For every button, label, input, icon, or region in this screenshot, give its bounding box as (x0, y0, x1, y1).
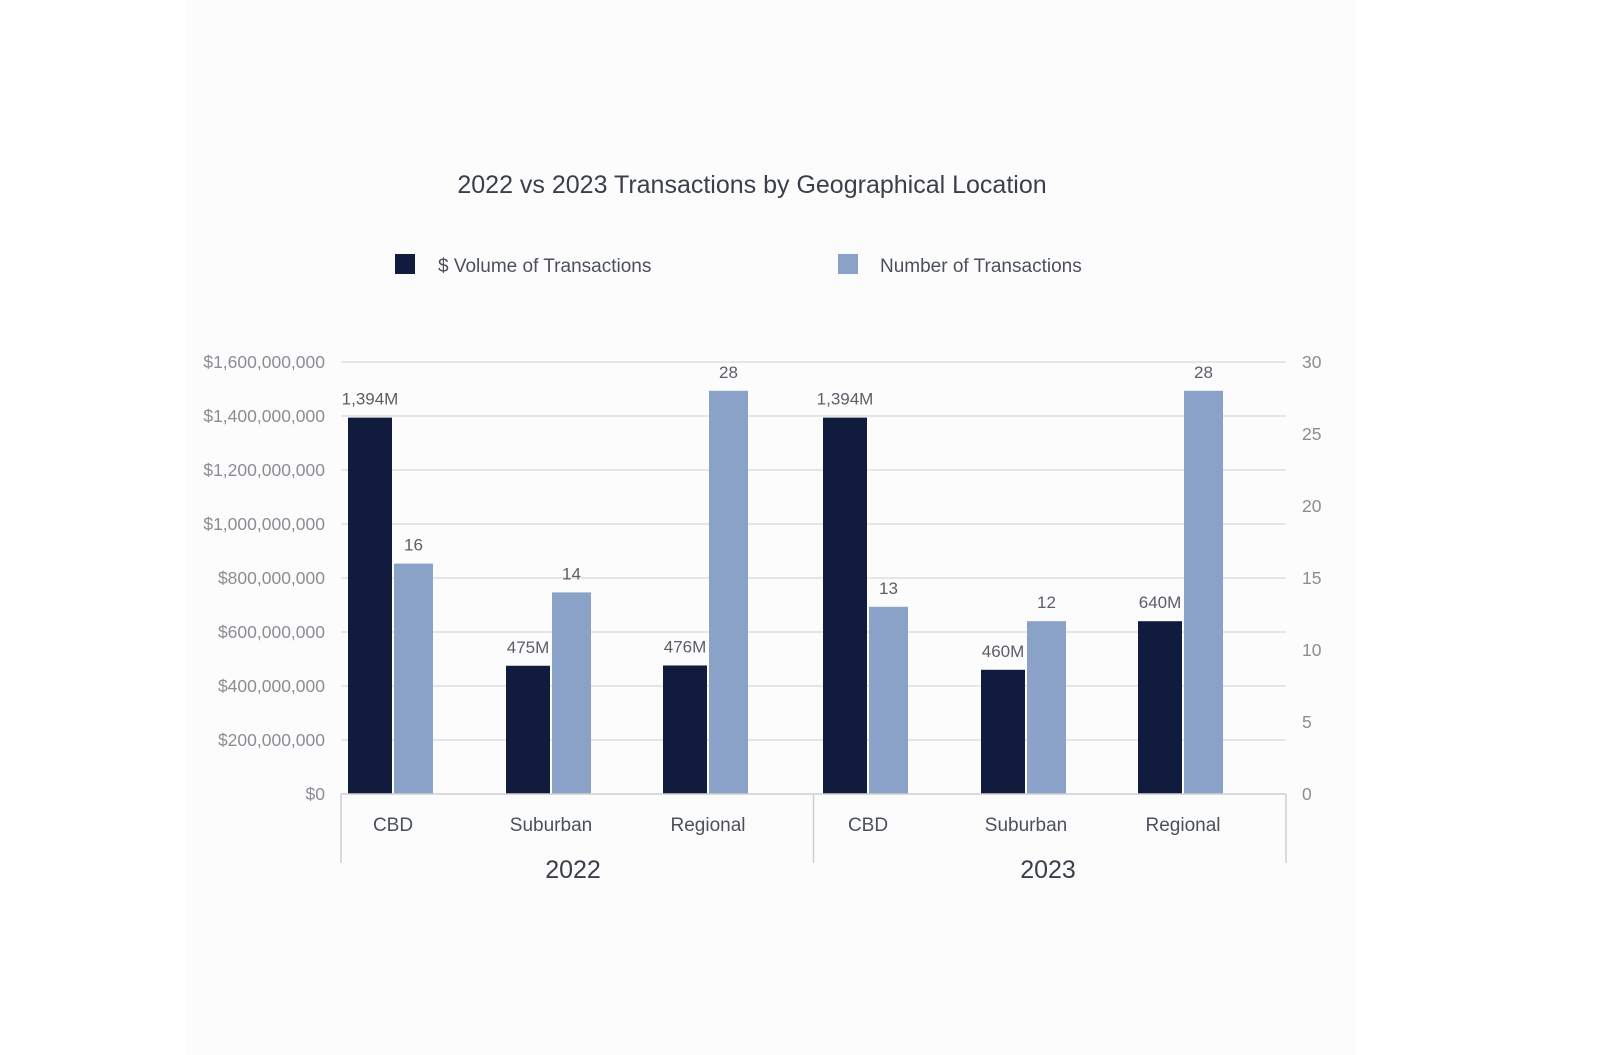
bar-count (552, 592, 591, 794)
data-label-count: 16 (404, 536, 423, 555)
y-left-tick-label: $1,600,000,000 (203, 352, 325, 372)
bar-volume (1138, 621, 1182, 794)
bar-volume (348, 417, 392, 794)
y-left-tick-label: $800,000,000 (218, 568, 325, 588)
y-right-tick-label: 15 (1302, 568, 1321, 588)
bar-count (709, 390, 748, 794)
y-left-tick-label: $1,200,000,000 (203, 460, 325, 480)
legend-swatch-volume (395, 254, 415, 274)
x-axis: CBD Suburban Regional 2022 CBD Suburban Region… (340, 793, 1287, 884)
x-group-label: 2022 (545, 856, 601, 884)
bar-volume (981, 669, 1025, 794)
x-category-label: Regional (1146, 815, 1221, 836)
data-label-count: 28 (719, 363, 738, 382)
data-label-volume: 475M (507, 638, 550, 657)
data-label-volume: 460M (982, 642, 1025, 661)
x-category-label: Regional (671, 815, 746, 836)
gridlines (341, 361, 1286, 741)
x-category-label: Suburban (985, 815, 1067, 836)
y-left-tick-label: $1,400,000,000 (203, 406, 325, 426)
legend-label-count: Number of Transactions (880, 256, 1082, 277)
data-label-volume: 1,394M (342, 390, 399, 409)
data-label-volume: 640M (1139, 593, 1182, 612)
legend-swatch-count (838, 254, 858, 274)
data-label-count: 14 (562, 564, 581, 583)
bars (348, 390, 1223, 794)
y-right-tick-label: 25 (1302, 424, 1321, 444)
data-labels: 1,394M 16 475M 14 476M 28 1,394M 13 460M 12 640M 28 (342, 363, 1213, 661)
bar-volume (823, 417, 867, 794)
data-label-volume: 1,394M (817, 390, 874, 409)
chart-title: 2022 vs 2023 Transactions by Geographica… (457, 171, 1046, 199)
x-category-label: CBD (848, 815, 888, 836)
y-left-tick-label: $600,000,000 (218, 622, 325, 642)
y-left-tick-label: $1,000,000,000 (203, 514, 325, 534)
bar-count (394, 563, 433, 794)
legend-label-volume: $ Volume of Transactions (438, 256, 651, 277)
bar-volume (506, 665, 550, 794)
y-right-tick-label: 10 (1302, 640, 1322, 660)
x-group-label: 2023 (1020, 856, 1076, 884)
x-category-label: CBD (373, 815, 413, 836)
y-right-tick-label: 5 (1302, 712, 1312, 732)
data-label-volume: 476M (664, 637, 707, 656)
y-right-tick-label: 30 (1302, 352, 1322, 372)
bar-count (1027, 621, 1066, 794)
y-right-tick-label: 0 (1302, 784, 1312, 804)
y-right-tick-label: 20 (1302, 496, 1322, 516)
data-label-count: 13 (879, 579, 898, 598)
y-left-tick-label: $0 (306, 784, 326, 804)
legend: $ Volume of Transactions Number of Trans… (395, 254, 1082, 277)
y-left-tick-label: $400,000,000 (218, 676, 325, 696)
x-category-label: Suburban (510, 815, 592, 836)
bar-count (869, 606, 908, 794)
axis-ticks: $0 $200,000,000 $400,000,000 $600,000,000 $8… (203, 352, 1321, 804)
data-label-count: 12 (1037, 593, 1056, 612)
bar-count (1184, 390, 1223, 794)
y-left-tick-label: $200,000,000 (218, 730, 325, 750)
bar-volume (663, 665, 707, 794)
data-label-count: 28 (1194, 363, 1213, 382)
